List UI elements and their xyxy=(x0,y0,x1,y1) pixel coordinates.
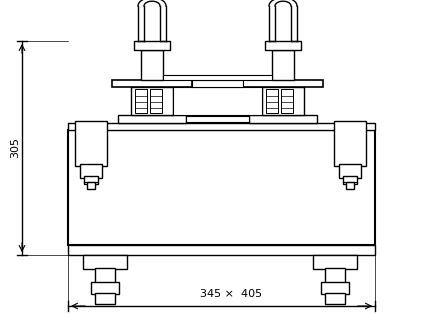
Bar xyxy=(192,80,243,87)
Bar xyxy=(68,123,375,130)
Bar xyxy=(84,176,98,184)
Bar xyxy=(141,50,163,80)
Bar xyxy=(266,89,278,113)
Text: 345 ×  405: 345 × 405 xyxy=(200,289,262,299)
Bar xyxy=(339,164,361,178)
Bar xyxy=(95,293,115,304)
Bar xyxy=(249,115,317,123)
Bar xyxy=(272,50,294,80)
Bar xyxy=(68,130,375,245)
Bar xyxy=(83,255,127,269)
Bar xyxy=(243,80,323,87)
Bar xyxy=(325,293,345,304)
Bar xyxy=(321,282,349,294)
Bar xyxy=(91,282,119,294)
Bar xyxy=(87,182,95,189)
Bar xyxy=(343,176,357,184)
Bar xyxy=(131,87,173,115)
Bar xyxy=(262,87,304,115)
Bar xyxy=(135,89,147,113)
Bar xyxy=(80,164,102,178)
Bar xyxy=(95,268,115,283)
Bar xyxy=(75,121,107,166)
Bar xyxy=(281,89,293,113)
Bar xyxy=(325,268,345,283)
Bar xyxy=(150,89,162,113)
Bar xyxy=(313,255,357,269)
Text: 305: 305 xyxy=(10,138,20,159)
Bar xyxy=(186,116,249,122)
Bar xyxy=(112,80,192,87)
Bar xyxy=(118,115,186,123)
Bar xyxy=(173,87,262,115)
Bar xyxy=(134,41,170,50)
Bar xyxy=(346,182,354,189)
Bar xyxy=(163,75,272,80)
Bar xyxy=(68,245,375,255)
Bar xyxy=(265,41,301,50)
Bar xyxy=(334,121,366,166)
